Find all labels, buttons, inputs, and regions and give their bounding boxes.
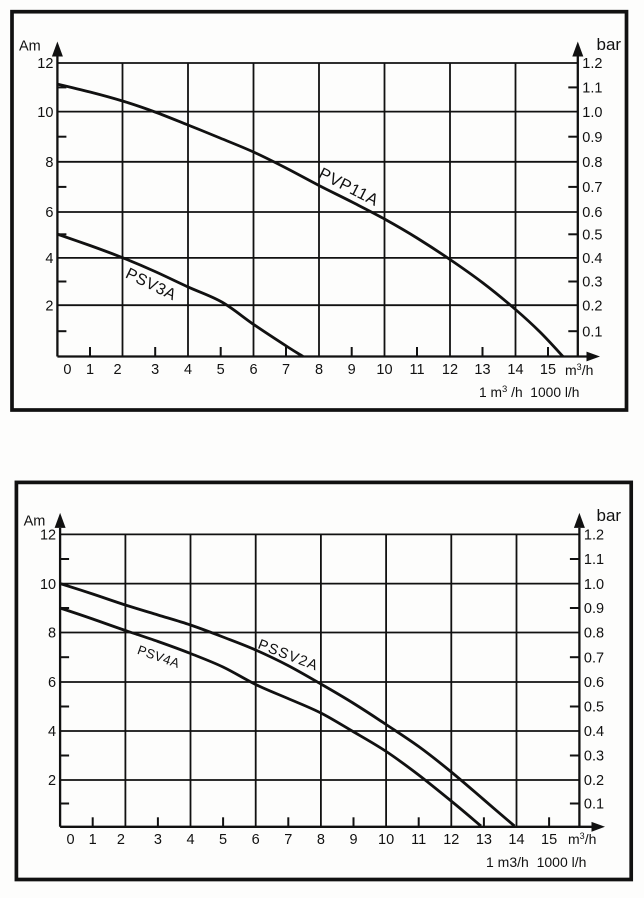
- svg-text:0.5: 0.5: [584, 700, 604, 716]
- svg-text:5: 5: [219, 832, 227, 848]
- svg-text:6: 6: [48, 675, 56, 691]
- svg-text:8: 8: [317, 832, 325, 848]
- svg-text:4: 4: [186, 832, 194, 848]
- svg-text:13: 13: [474, 362, 490, 378]
- svg-text:2: 2: [117, 832, 125, 848]
- svg-text:1: 1: [86, 362, 94, 378]
- svg-text:0.8: 0.8: [582, 155, 602, 171]
- svg-text:0.3: 0.3: [582, 275, 602, 291]
- svg-text:bar: bar: [597, 506, 622, 525]
- svg-text:0.3: 0.3: [584, 749, 604, 765]
- svg-text:1.1: 1.1: [584, 552, 604, 568]
- svg-text:10: 10: [378, 832, 394, 848]
- svg-text:1.0: 1.0: [584, 577, 604, 593]
- svg-text:6: 6: [45, 205, 53, 221]
- svg-text:14: 14: [508, 832, 524, 848]
- svg-text:0.4: 0.4: [582, 251, 602, 267]
- svg-text:Am: Am: [24, 514, 46, 530]
- svg-text:3: 3: [154, 832, 162, 848]
- svg-text:1: 1: [89, 832, 97, 848]
- svg-text:0.7: 0.7: [582, 180, 602, 196]
- svg-text:1.1: 1.1: [582, 81, 602, 97]
- svg-text:1.2: 1.2: [582, 56, 602, 72]
- svg-text:1 m3/h 1000 l/h: 1 m3/h 1000 l/h: [486, 854, 586, 870]
- svg-text:0.9: 0.9: [582, 130, 602, 146]
- svg-text:0.9: 0.9: [584, 601, 604, 617]
- svg-text:4: 4: [184, 362, 192, 378]
- svg-text:0.7: 0.7: [584, 650, 604, 666]
- svg-text:10: 10: [37, 105, 53, 121]
- svg-text:1 m3 /h 1000 l/h: 1 m3 /h 1000 l/h: [479, 384, 579, 400]
- svg-text:9: 9: [348, 362, 356, 378]
- svg-text:0: 0: [67, 832, 75, 848]
- svg-text:2: 2: [113, 362, 121, 378]
- svg-text:m3/h: m3/h: [568, 831, 596, 847]
- svg-text:bar: bar: [597, 35, 622, 54]
- svg-text:5: 5: [217, 362, 225, 378]
- svg-text:15: 15: [541, 832, 557, 848]
- svg-text:0.2: 0.2: [582, 298, 602, 314]
- svg-text:0.6: 0.6: [584, 675, 604, 691]
- svg-text:Am: Am: [19, 39, 41, 55]
- svg-text:0.4: 0.4: [584, 724, 604, 740]
- svg-text:13: 13: [476, 832, 492, 848]
- svg-text:10: 10: [40, 577, 56, 593]
- svg-text:0.1: 0.1: [584, 797, 604, 813]
- svg-text:1.0: 1.0: [582, 105, 602, 121]
- svg-text:11: 11: [411, 832, 426, 848]
- svg-text:0.1: 0.1: [582, 324, 602, 340]
- svg-text:15: 15: [540, 362, 556, 378]
- svg-text:7: 7: [282, 362, 290, 378]
- svg-text:1.2: 1.2: [584, 528, 604, 544]
- svg-text:12: 12: [37, 56, 53, 72]
- svg-text:0.6: 0.6: [582, 205, 602, 221]
- svg-text:14: 14: [507, 362, 523, 378]
- svg-text:12: 12: [443, 832, 459, 848]
- svg-text:3: 3: [151, 362, 159, 378]
- svg-text:0.8: 0.8: [584, 626, 604, 642]
- svg-text:12: 12: [40, 528, 56, 544]
- svg-text:8: 8: [315, 362, 323, 378]
- svg-text:7: 7: [284, 832, 292, 848]
- svg-text:10: 10: [376, 362, 392, 378]
- svg-text:4: 4: [45, 251, 53, 267]
- svg-text:0.5: 0.5: [582, 228, 602, 244]
- svg-text:8: 8: [45, 155, 53, 171]
- svg-text:0: 0: [63, 362, 71, 378]
- svg-text:0.2: 0.2: [584, 773, 604, 789]
- svg-text:8: 8: [48, 626, 56, 642]
- svg-text:11: 11: [409, 362, 424, 378]
- svg-text:m3/h: m3/h: [565, 362, 593, 378]
- svg-text:12: 12: [442, 362, 458, 378]
- svg-text:4: 4: [48, 724, 56, 740]
- svg-text:2: 2: [45, 298, 53, 314]
- svg-text:9: 9: [349, 832, 357, 848]
- svg-text:2: 2: [48, 773, 56, 789]
- svg-text:6: 6: [252, 832, 260, 848]
- svg-text:6: 6: [249, 362, 257, 378]
